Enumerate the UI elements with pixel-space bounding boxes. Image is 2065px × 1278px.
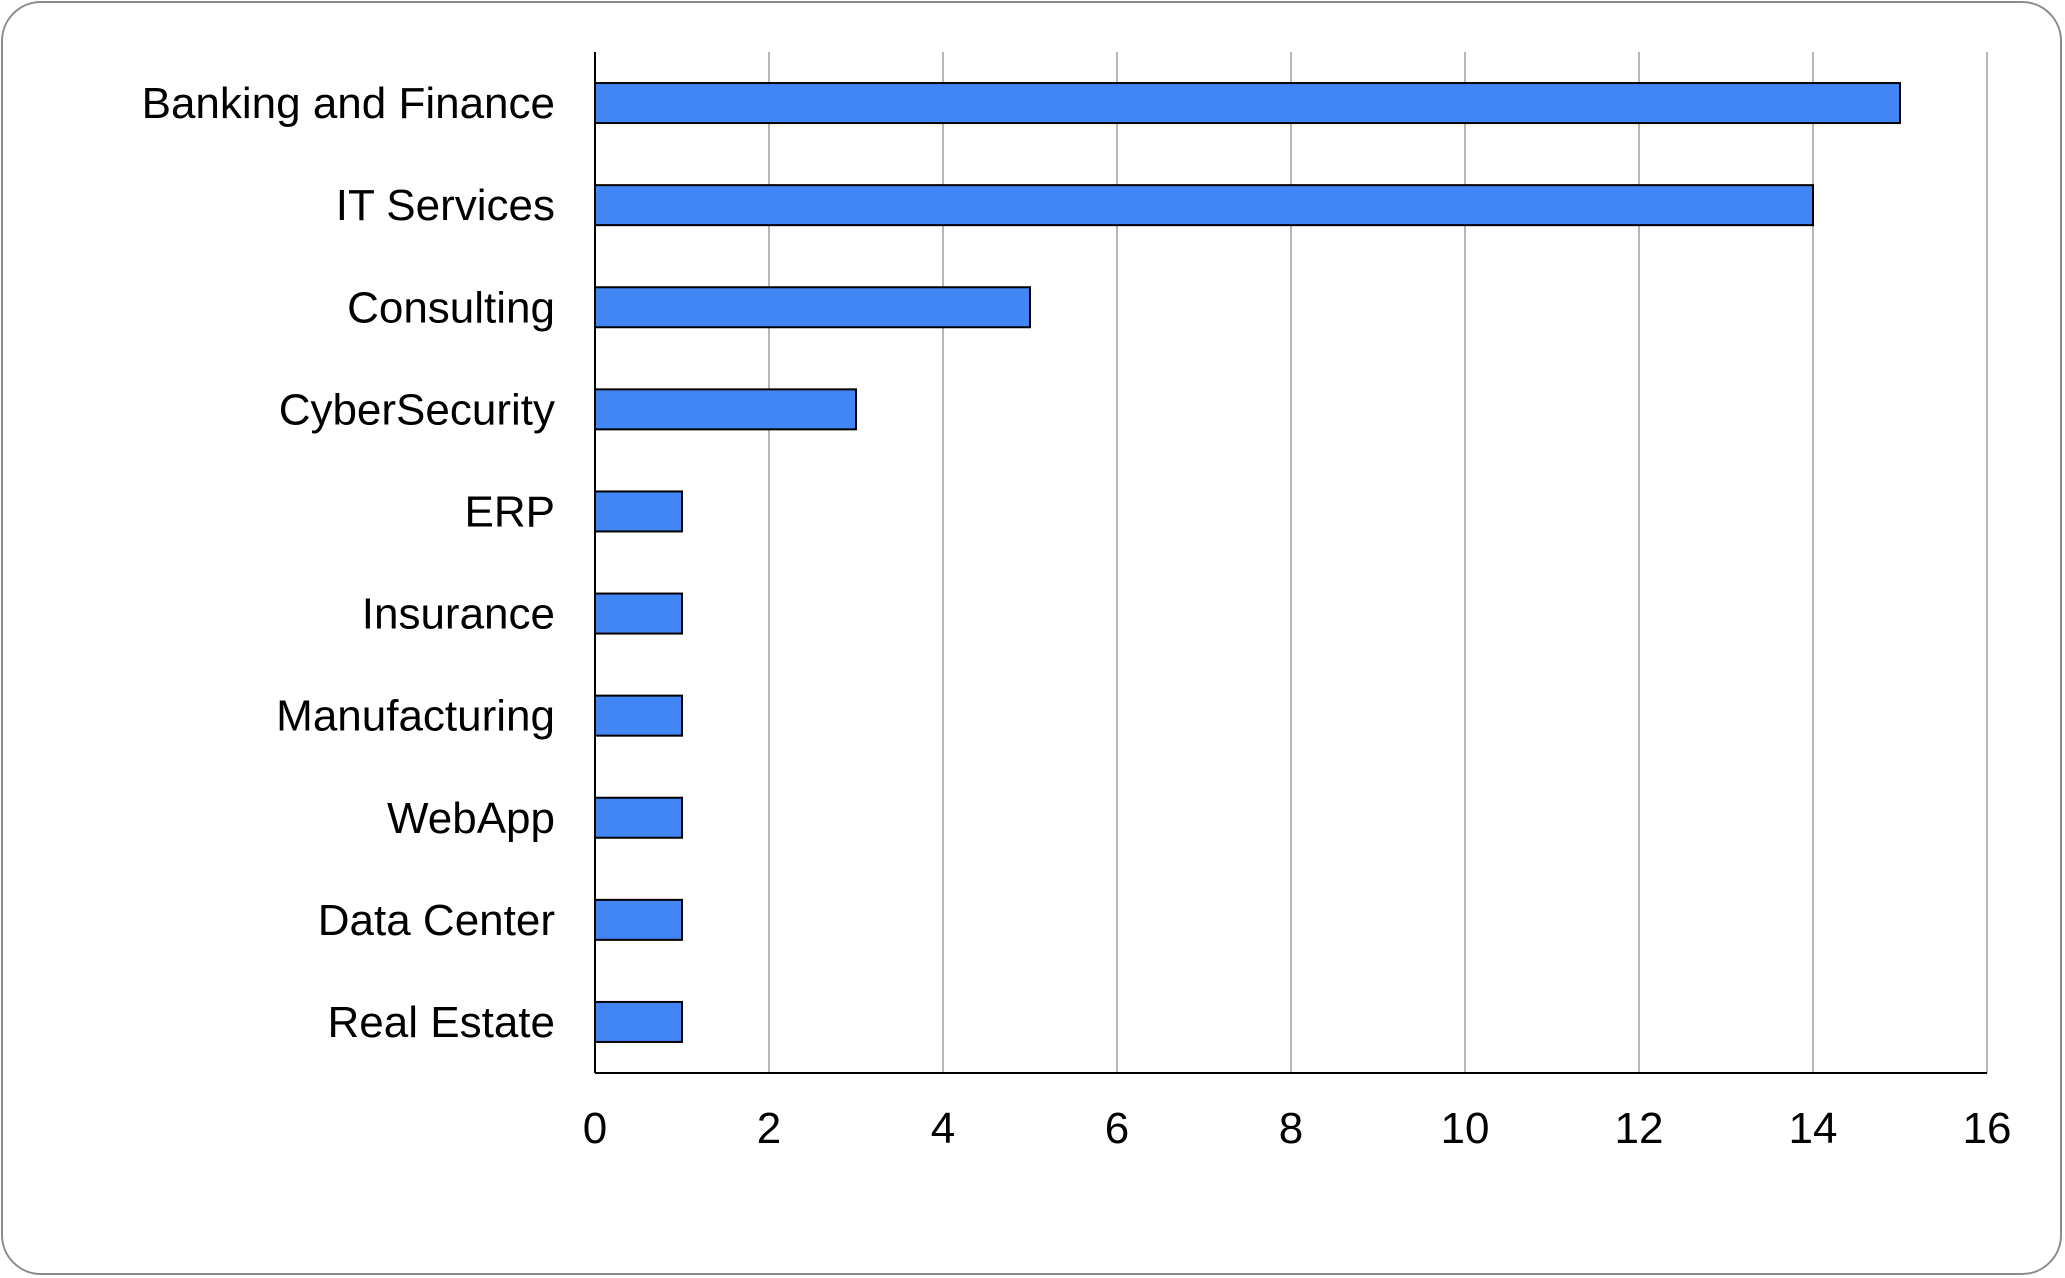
bars <box>594 82 1901 1043</box>
bar <box>594 1000 683 1043</box>
x-tick-label: 10 <box>1441 1104 1490 1153</box>
bar <box>594 82 1901 125</box>
x-tick-label: 6 <box>1105 1104 1129 1153</box>
category-label: Data Center <box>318 896 555 945</box>
x-tick-label: 14 <box>1789 1104 1838 1153</box>
category-label: Insurance <box>362 590 555 639</box>
bar <box>594 286 1031 329</box>
x-tick-label: 2 <box>757 1104 781 1153</box>
x-tick-label: 0 <box>583 1104 607 1153</box>
x-tick-label: 4 <box>931 1104 955 1153</box>
category-label: ERP <box>465 487 555 536</box>
x-tick-label: 12 <box>1615 1104 1664 1153</box>
bar <box>594 898 683 941</box>
bar <box>594 388 857 431</box>
bar <box>594 184 1814 227</box>
category-labels: Banking and Finance IT Services Consulting… <box>142 79 555 1047</box>
category-label: CyberSecurity <box>279 385 555 434</box>
axes <box>594 52 1987 1074</box>
x-tick-label: 8 <box>1279 1104 1303 1153</box>
bar <box>594 694 683 737</box>
category-label: Consulting <box>347 283 555 332</box>
category-label: Real Estate <box>328 998 555 1047</box>
bar <box>594 796 683 839</box>
category-label: IT Services <box>336 181 555 230</box>
category-label: Banking and Finance <box>142 79 555 128</box>
bar <box>594 490 683 533</box>
x-tick-labels: 0 2 4 6 8 10 12 14 16 <box>583 1104 2012 1153</box>
x-tick-label: 16 <box>1963 1104 2012 1153</box>
category-label: Manufacturing <box>276 692 555 741</box>
category-label: WebApp <box>387 794 555 843</box>
bar <box>594 592 683 635</box>
